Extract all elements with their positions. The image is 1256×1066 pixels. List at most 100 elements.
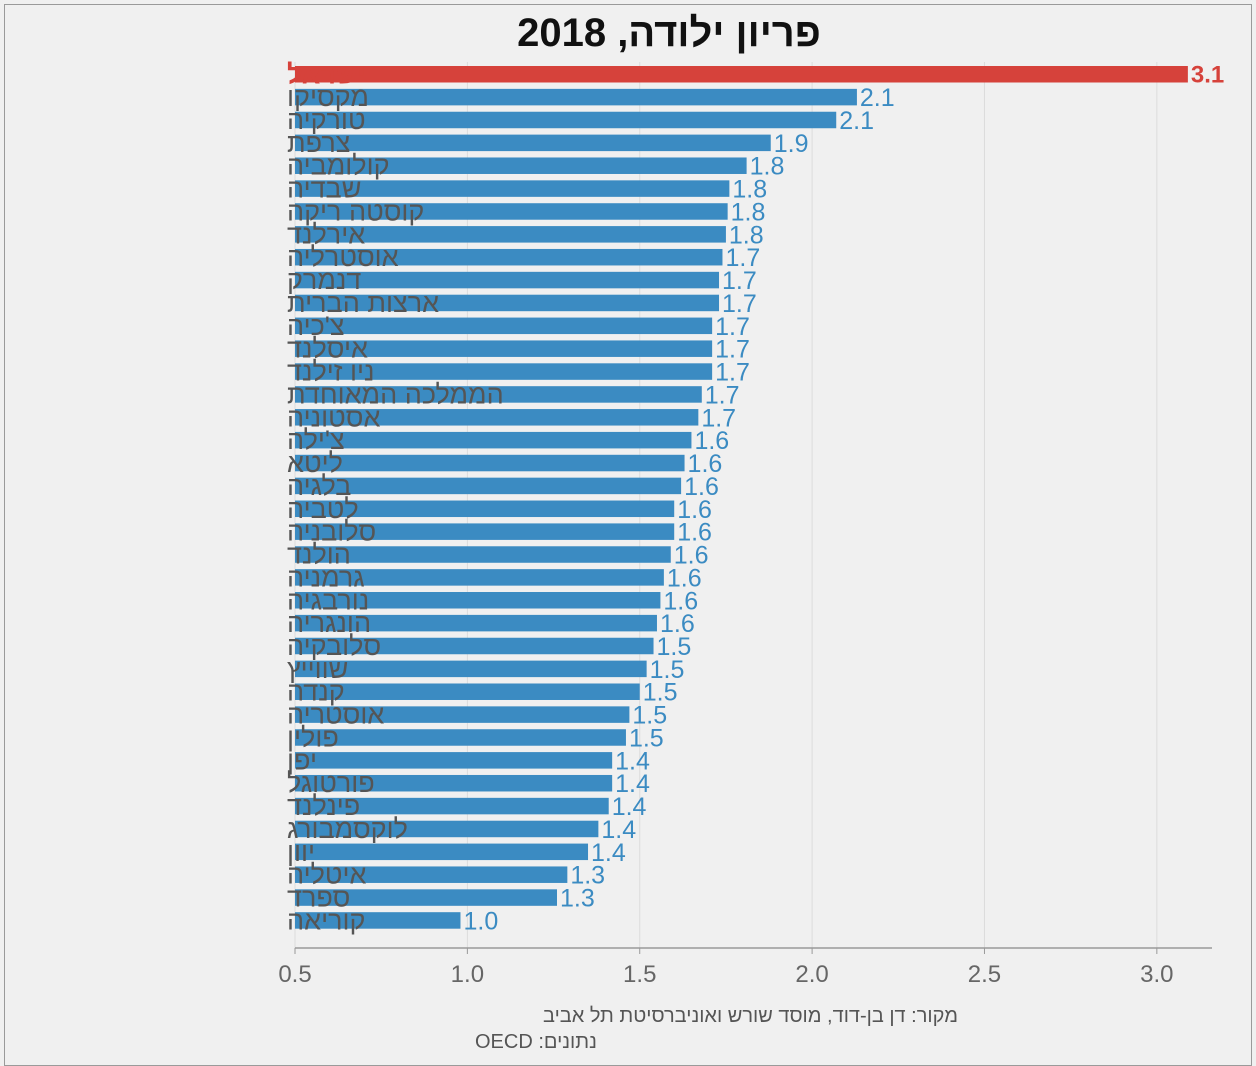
category-label: ישראל bbox=[287, 59, 366, 89]
value-label: 1.5 bbox=[650, 656, 685, 684]
bar bbox=[295, 340, 713, 357]
value-label: 2.1 bbox=[860, 84, 895, 112]
bar bbox=[295, 820, 599, 838]
category-label: דנמרק bbox=[287, 265, 361, 295]
value-label: 1.4 bbox=[612, 793, 647, 821]
category-label: שווייץ bbox=[287, 654, 348, 684]
value-label: 1.3 bbox=[560, 885, 595, 913]
category-label: אירלנד bbox=[287, 219, 365, 249]
bar bbox=[295, 203, 728, 220]
value-label: 1.5 bbox=[629, 724, 664, 752]
value-label: 1.7 bbox=[715, 313, 750, 341]
x-tick-label: 2.5 bbox=[968, 961, 1001, 988]
category-label: קוריאה bbox=[287, 905, 365, 935]
value-label: 1.7 bbox=[715, 359, 750, 387]
category-label: אוסטרליה bbox=[287, 242, 399, 272]
value-label: 1.6 bbox=[688, 450, 723, 478]
value-label: 1.7 bbox=[701, 404, 736, 432]
category-label: שבדיה bbox=[287, 174, 361, 204]
category-label: הממלכה המאוחדת bbox=[287, 379, 504, 409]
value-label: 1.4 bbox=[615, 747, 650, 775]
value-label: 1.6 bbox=[663, 587, 698, 615]
bar bbox=[295, 431, 692, 449]
bar bbox=[295, 454, 685, 472]
category-label: איטליה bbox=[287, 860, 367, 890]
category-label: אוסטריה bbox=[287, 700, 384, 730]
category-label: סלובקיה bbox=[287, 631, 381, 661]
category-label: צ'ילה bbox=[287, 425, 345, 455]
value-label: 1.6 bbox=[677, 519, 712, 547]
bar bbox=[295, 889, 557, 906]
value-label: 1.6 bbox=[674, 542, 709, 570]
value-label: 1.8 bbox=[729, 221, 764, 249]
value-label: 1.4 bbox=[591, 839, 626, 867]
bar bbox=[295, 729, 626, 746]
bar bbox=[295, 317, 713, 335]
value-label: 3.1 bbox=[1191, 61, 1224, 88]
value-label: 1.6 bbox=[660, 610, 695, 638]
category-label: ניו זילנד bbox=[287, 357, 375, 387]
bars-layer: ישראל 3.1 מקסיקו 2.1 טורקיה 2.1 צרפת 1.9 קולומבי… bbox=[287, 59, 1224, 935]
x-tick-label: 1.5 bbox=[623, 961, 656, 988]
value-label: 2.1 bbox=[839, 107, 874, 135]
chart-title: פריון ילודה, 2018 bbox=[517, 11, 821, 55]
category-label: נורבגיה bbox=[287, 585, 369, 615]
bar bbox=[295, 912, 461, 929]
bar bbox=[295, 226, 726, 243]
category-label: ספרד bbox=[287, 883, 350, 913]
category-label: יוון bbox=[287, 837, 315, 867]
category-label: לטביה bbox=[287, 494, 359, 524]
bar bbox=[295, 386, 702, 403]
value-label: 1.4 bbox=[615, 770, 650, 798]
category-label: קנדה bbox=[287, 677, 345, 707]
bar bbox=[295, 637, 654, 655]
bar bbox=[295, 157, 747, 174]
bar bbox=[295, 134, 771, 152]
category-label: גרמניה bbox=[287, 562, 365, 592]
bar bbox=[295, 706, 630, 723]
value-label: 1.6 bbox=[694, 427, 729, 455]
category-label: צרפת bbox=[287, 128, 350, 158]
x-tick-label: 0.5 bbox=[278, 961, 311, 988]
category-label: בלגיה bbox=[287, 471, 351, 501]
value-label: 1.4 bbox=[601, 816, 636, 844]
x-tick-label: 2.0 bbox=[795, 961, 828, 988]
value-label: 1.0 bbox=[463, 907, 498, 935]
category-label: קוסטה ריקה bbox=[287, 196, 424, 226]
category-label: פינלנד bbox=[287, 791, 360, 821]
category-label: סלובניה bbox=[287, 517, 376, 547]
bar bbox=[295, 363, 713, 380]
category-label: לוקסמבורג bbox=[287, 814, 408, 844]
bar bbox=[295, 614, 657, 632]
value-label: 1.6 bbox=[667, 564, 702, 592]
value-label: 1.8 bbox=[732, 176, 767, 204]
bar bbox=[295, 271, 720, 289]
category-label: טורקיה bbox=[287, 105, 366, 135]
value-label: 1.9 bbox=[774, 130, 809, 158]
bar bbox=[295, 180, 730, 197]
bar bbox=[295, 523, 675, 540]
category-label: ארצות הברית bbox=[287, 288, 439, 318]
bar bbox=[295, 546, 671, 563]
bar bbox=[295, 66, 1188, 83]
value-label: 1.5 bbox=[657, 633, 692, 661]
bar bbox=[295, 592, 661, 609]
category-label: פורטוגל bbox=[287, 768, 375, 798]
x-axis: 0.5 1.0 1.5 2.0 2.5 3.0 bbox=[278, 947, 1212, 988]
bar bbox=[295, 88, 857, 106]
value-label: 1.6 bbox=[677, 496, 712, 524]
bar bbox=[295, 477, 682, 495]
value-label: 1.5 bbox=[643, 679, 678, 707]
value-label: 1.7 bbox=[725, 244, 760, 272]
value-label: 1.7 bbox=[722, 267, 757, 295]
bar bbox=[295, 409, 699, 426]
category-label: יפן bbox=[287, 745, 317, 775]
bar bbox=[295, 752, 613, 769]
value-label: 1.7 bbox=[705, 381, 740, 409]
value-label: 1.7 bbox=[722, 290, 757, 318]
category-label: מקסיקו bbox=[287, 82, 369, 112]
bar bbox=[295, 683, 640, 700]
bar bbox=[295, 774, 613, 792]
category-label: ליטא bbox=[287, 448, 343, 478]
